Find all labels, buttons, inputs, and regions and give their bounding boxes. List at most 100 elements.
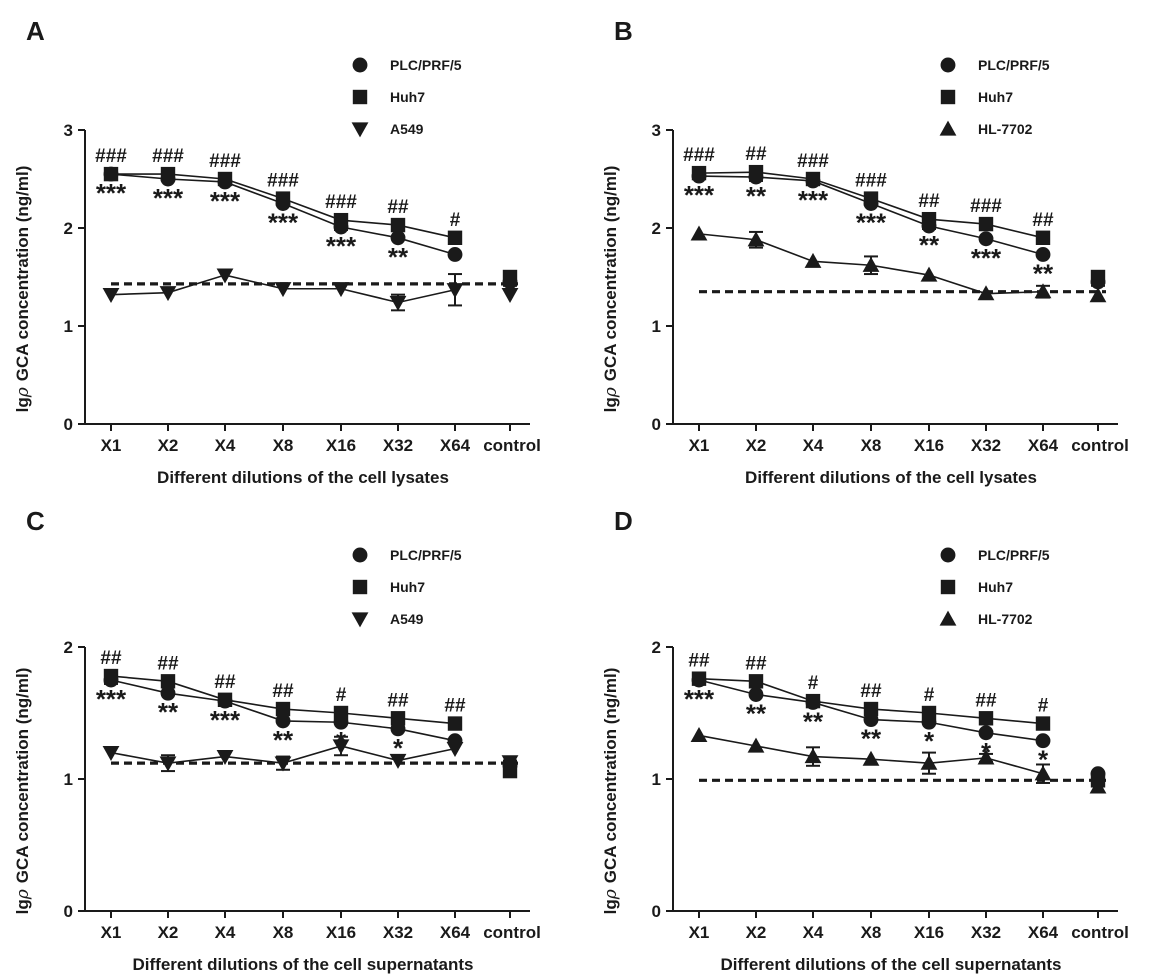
data-point: [1035, 716, 1051, 731]
significance-star: ***: [210, 186, 241, 216]
data-point: [748, 164, 764, 180]
legend-marker: [352, 57, 368, 73]
significance-star: ***: [268, 208, 299, 238]
x-tick-label: X16: [914, 436, 944, 455]
data-point: [217, 171, 233, 187]
significance-star: **: [803, 706, 824, 736]
series-a549: [102, 735, 519, 773]
y-tick-label: 0: [64, 415, 73, 434]
data-point: [389, 295, 407, 311]
x-tick-label: X4: [803, 436, 824, 455]
data-point: [160, 166, 176, 182]
legend-label: A549: [390, 611, 424, 627]
series-hl-7702: [690, 727, 1107, 794]
data-point: [333, 705, 349, 721]
y-tick-label: 2: [652, 638, 661, 657]
data-point: [102, 746, 120, 761]
legend-marker: [940, 547, 956, 563]
significance-star: **: [1033, 258, 1054, 288]
panel-b: B 0 1 2 3 X1 X2 X4 X8 X16 X32 X64 control Different d…: [601, 16, 1129, 487]
significance-star: ***: [684, 684, 715, 714]
significance-star: **: [746, 181, 767, 211]
significance-hash: ###: [209, 151, 241, 172]
data-point: [863, 191, 879, 206]
significance-star: ***: [96, 684, 127, 714]
data-point: [275, 191, 291, 206]
significance-hash: ###: [683, 145, 715, 166]
data-point: [501, 755, 519, 771]
significance-star: **: [158, 697, 179, 727]
legend-marker: [351, 612, 369, 628]
data-point: [390, 217, 406, 233]
significance-hash: ###: [325, 192, 357, 213]
x-tick-label: X2: [158, 436, 179, 455]
significance-hash: ##: [387, 690, 409, 711]
data-point: [275, 713, 291, 729]
data-point: [920, 754, 938, 770]
legend-label: PLC/PRF/5: [390, 57, 462, 73]
x-tick-label: X16: [326, 436, 356, 455]
x-tick-label: control: [1071, 923, 1129, 942]
y-tick-label: 2: [652, 219, 661, 238]
legend-item: HL-7702: [939, 120, 1033, 137]
data-point: [921, 705, 937, 721]
significance-star: **: [388, 242, 409, 272]
y-axis-title-text: GCA concentration (ng/ml): [13, 668, 32, 884]
y-axis-title-symbol: ρ: [601, 387, 621, 398]
data-point: [1035, 247, 1051, 262]
y-axis-title-prefix: lg: [13, 899, 32, 914]
significance-star: ***: [684, 180, 715, 210]
legend-item: Huh7: [352, 89, 425, 105]
significance-hash: ##: [918, 191, 940, 212]
x-tick-label: X1: [689, 436, 710, 455]
legend-label: Huh7: [978, 579, 1013, 595]
significance-hash: ##: [100, 648, 122, 669]
data-point: [390, 711, 406, 726]
data-point: [447, 247, 463, 262]
x-tick-label: X64: [440, 436, 471, 455]
x-tick-label: X32: [971, 923, 1001, 942]
panel-letter: D: [614, 506, 633, 536]
data-point: [159, 756, 177, 772]
significance-star: *: [336, 726, 347, 756]
data-point: [805, 693, 821, 709]
data-point: [1090, 269, 1106, 285]
legend-marker: [940, 89, 956, 105]
x-tick-label: control: [483, 436, 541, 455]
data-point: [1035, 230, 1051, 245]
data-point: [804, 748, 822, 764]
data-point: [804, 252, 822, 268]
significance-hash: ##: [444, 696, 466, 717]
data-point: [1034, 283, 1052, 299]
x-tick-label: X16: [326, 923, 356, 942]
significance-star: ***: [96, 178, 127, 208]
data-point: [159, 286, 177, 302]
panel-letter: C: [26, 506, 45, 536]
y-axis-title-prefix: lg: [601, 899, 620, 914]
x-axis-title: Different dilutions of the cell supernat…: [721, 955, 1062, 974]
data-point: [102, 288, 120, 304]
significance-hash: ##: [688, 651, 710, 672]
data-point: [691, 671, 707, 686]
y-axis-title: lgρ GCA concentration (ng/ml): [601, 668, 621, 915]
data-point: [501, 288, 519, 304]
x-tick-label: X2: [746, 436, 767, 455]
y-axis-title-symbol: ρ: [13, 889, 33, 900]
data-point: [446, 283, 464, 299]
panel-c: C 0 1 2 X1 X2 X4 X8 X16 X32 X64 control Different di…: [13, 506, 541, 974]
legend-marker: [352, 89, 368, 105]
significance-star: *: [1038, 745, 1049, 775]
series-huh7: [691, 164, 1106, 285]
y-axis-title: lgρ GCA concentration (ng/ml): [13, 166, 33, 413]
significance-hash: ###: [855, 171, 887, 192]
x-tick-label: X16: [914, 923, 944, 942]
significance-star: **: [273, 725, 294, 755]
x-axis-title: Different dilutions of the cell lysates: [157, 468, 449, 487]
significance-hash: ##: [157, 653, 179, 674]
data-point: [1089, 778, 1107, 794]
data-point: [274, 756, 292, 772]
x-tick-label: X8: [273, 436, 294, 455]
data-point: [216, 268, 234, 284]
legend-label: PLC/PRF/5: [390, 547, 462, 563]
panel-a: A 0 1 2 3 X1 X2 X4 X8 X16 X32 X64 control Different d…: [13, 16, 541, 487]
